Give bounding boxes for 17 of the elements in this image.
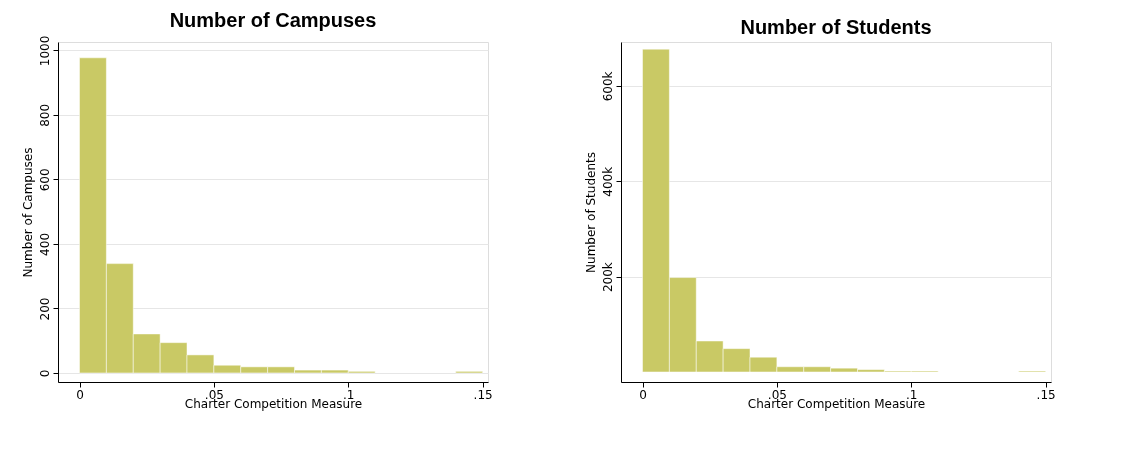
x-tick-label: .15 (1036, 387, 1056, 402)
y-tick-label: 200k (600, 262, 615, 293)
y-tick-label: 1000 (37, 35, 52, 67)
y-tick-label: 800 (37, 103, 52, 127)
y-tick-label: 400k (600, 166, 615, 197)
x-tick-label: 0 (76, 387, 84, 402)
y-tick-label: 200 (37, 297, 52, 321)
x-tick-label: 0 (639, 387, 647, 402)
y-axis-title: Number of Students (583, 152, 598, 273)
y-tick-label: 400 (37, 232, 52, 256)
y-axis-title: Number of Campuses (20, 147, 35, 278)
chart-title: Number of Campuses (169, 9, 377, 32)
y-tick-label: 600 (37, 168, 52, 192)
y-tick-label: 600k (600, 71, 615, 102)
y-tick-label: 0 (37, 369, 52, 378)
chart-title: Number of Students (740, 16, 932, 38)
x-tick-label: .15 (473, 387, 493, 402)
